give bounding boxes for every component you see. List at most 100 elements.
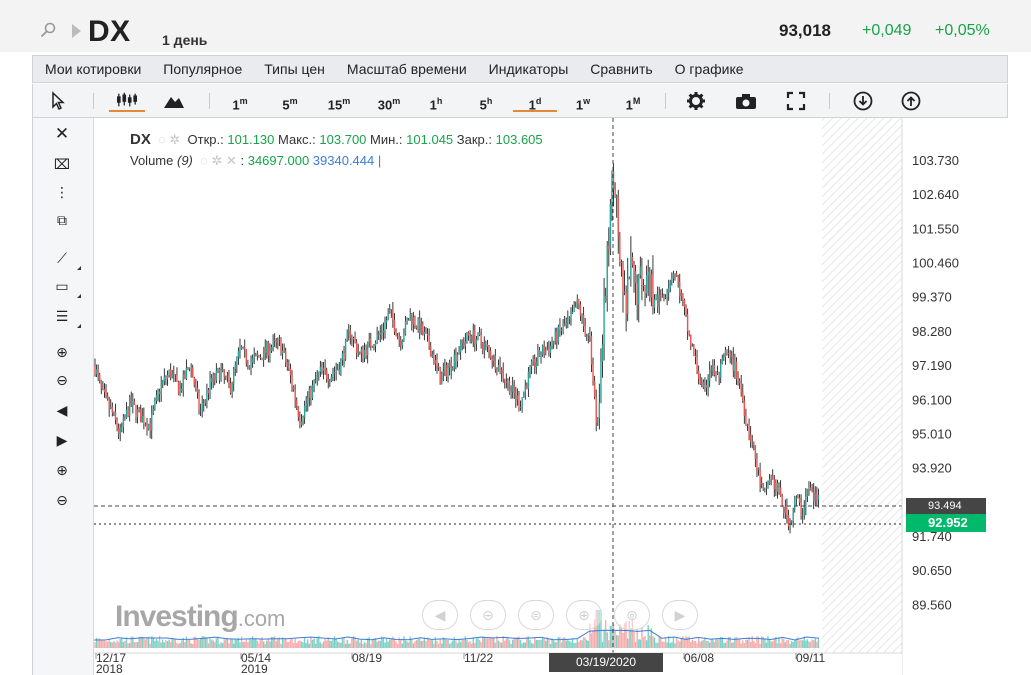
menu-indicators[interactable]: Индикаторы — [488, 61, 569, 77]
volume-bar — [519, 639, 522, 648]
scroll-right-icon[interactable]: ▶ — [56, 432, 68, 448]
candle-body — [784, 506, 787, 514]
timeframe-1w[interactable]: 1w — [575, 96, 591, 113]
volume-bar — [152, 638, 155, 648]
close-icon[interactable]: ✕ — [54, 124, 70, 143]
play-icon[interactable] — [72, 24, 81, 38]
fibonacci-icon[interactable]: ☰ — [51, 306, 81, 328]
candle-body — [554, 331, 556, 342]
menu-my-quotes[interactable]: Мои котировки — [45, 61, 142, 77]
upload-icon[interactable] — [899, 90, 923, 112]
timeframe-30m[interactable]: 30m — [377, 96, 401, 113]
gear-icon[interactable] — [685, 90, 707, 112]
timeframe-15m[interactable]: 15m — [327, 96, 351, 113]
volume-bar — [436, 640, 438, 648]
zoom-out-icon[interactable]: ⊖ — [56, 372, 68, 388]
home-icon[interactable]: ⊚ — [614, 600, 650, 630]
search-icon[interactable] — [40, 22, 56, 38]
timeframe-1mo[interactable]: 1M — [625, 96, 641, 113]
timeframe-1h[interactable]: 1h — [429, 96, 443, 113]
candle-body — [314, 380, 317, 382]
candle-body — [102, 388, 104, 390]
candle-body — [794, 498, 796, 510]
menu-time-scale[interactable]: Масштаб времени — [346, 61, 467, 77]
volume-bar — [351, 638, 353, 648]
volume-bar — [701, 640, 703, 648]
candle-body — [500, 369, 503, 374]
legend-high: 103.700 — [319, 132, 367, 147]
volume-bar — [340, 642, 342, 648]
zoom-out-icon[interactable]: ⊖ — [470, 600, 506, 630]
candle-body — [412, 317, 415, 325]
trend-line-icon[interactable]: ⟋ — [51, 248, 81, 270]
zoom-in-icon[interactable]: ⊕ — [566, 600, 602, 630]
scroll-left-icon[interactable]: ◀ — [56, 402, 68, 418]
volume-bar — [615, 634, 618, 648]
menu-popular[interactable]: Популярное — [163, 61, 243, 77]
volume-bar — [371, 639, 374, 648]
candle-body — [617, 196, 619, 236]
menu-price-types[interactable]: Типы цен — [264, 61, 325, 77]
camera-icon[interactable] — [733, 90, 759, 112]
candle-body — [532, 358, 534, 362]
zoom-out-alt-icon[interactable]: ⊖ — [56, 492, 68, 508]
candle-body — [414, 317, 416, 326]
volume-bar — [535, 640, 538, 648]
timeframe-1m[interactable]: 1m — [232, 96, 248, 113]
menu-about-chart[interactable]: О графике — [674, 61, 744, 77]
volume-bar — [493, 637, 495, 648]
legend-low-label: Мин.: — [370, 132, 403, 147]
candle-body — [731, 355, 733, 357]
candle-body — [538, 349, 541, 357]
remove-drawings-icon[interactable]: ⌧ — [53, 156, 71, 172]
copy-icon[interactable]: ⧉ — [57, 212, 67, 228]
volume-bar — [348, 643, 350, 648]
candle-body — [418, 318, 421, 334]
candle-body — [507, 381, 509, 383]
volume-bar — [775, 636, 777, 648]
volume-bar — [532, 643, 534, 648]
candle-body — [746, 424, 749, 426]
volume-bar — [504, 640, 506, 648]
timeframe-5m[interactable]: 5m — [282, 96, 298, 113]
candle-body — [327, 378, 329, 382]
price-chart[interactable]: 103.730 102.640 101.550 100.460 99.370 98.280… — [94, 118, 1008, 675]
volume-bar — [667, 636, 670, 648]
volume-bar — [768, 639, 771, 648]
zoom-in-alt-icon[interactable]: ⊕ — [56, 462, 68, 478]
volume-bar — [418, 638, 421, 648]
candle-body — [158, 391, 161, 394]
scroll-right-icon[interactable]: ▶ — [662, 600, 698, 630]
volume-bar — [541, 637, 544, 648]
fullscreen-icon[interactable] — [785, 90, 807, 112]
candlestick-icon[interactable] — [109, 90, 145, 112]
cursor-icon[interactable] — [47, 90, 67, 112]
volume-bar — [702, 639, 705, 648]
timeframe-1d[interactable]: 1d — [513, 90, 557, 112]
volume-bar — [234, 638, 236, 648]
download-icon[interactable] — [851, 90, 875, 112]
reset-zoom-icon[interactable]: ⊜ — [518, 600, 554, 630]
candle-body — [680, 293, 683, 297]
timeframe-5h[interactable]: 5h — [479, 96, 493, 113]
volume-bar — [797, 637, 799, 648]
rectangle-icon[interactable]: ▭ — [51, 276, 81, 298]
volume-bar — [578, 641, 580, 648]
area-chart-icon[interactable] — [161, 90, 187, 112]
remove-indicators-icon[interactable]: ⋮ — [55, 184, 69, 200]
candle-body — [307, 397, 309, 404]
volume-bar — [738, 638, 741, 648]
candle-body — [738, 380, 741, 384]
candle-body — [332, 373, 334, 377]
menu-compare[interactable]: Сравнить — [590, 61, 653, 77]
volume-bar — [210, 639, 213, 648]
legend-close: 103.605 — [495, 132, 543, 147]
candle-body — [787, 515, 790, 527]
candle-body — [436, 359, 438, 367]
volume-bar — [128, 642, 131, 648]
scroll-left-icon[interactable]: ◀ — [422, 600, 458, 630]
volume-bar — [463, 639, 465, 648]
zoom-in-icon[interactable]: ⊕ — [56, 344, 68, 360]
volume-bar — [180, 640, 183, 648]
volume-bar — [478, 639, 481, 648]
